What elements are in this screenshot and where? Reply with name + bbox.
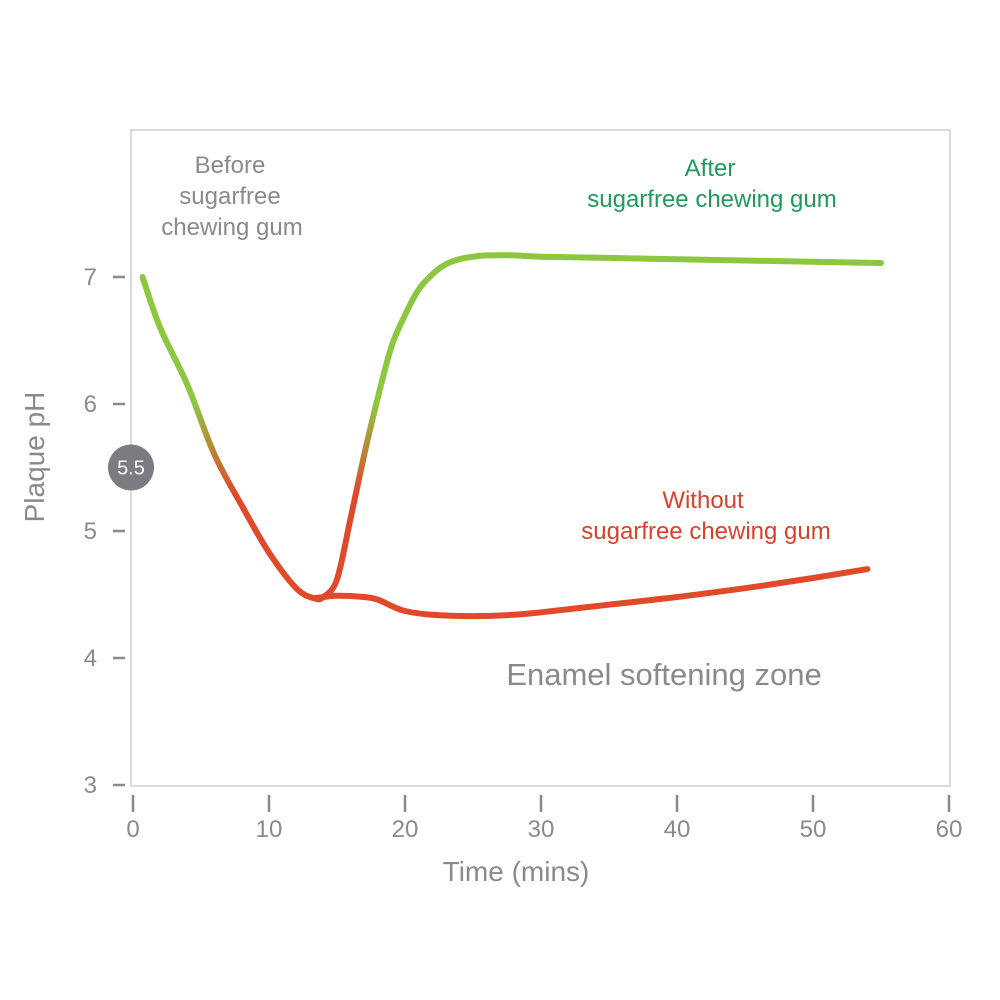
x-axis: 0 10 20 30 40 50 60	[126, 795, 962, 843]
x-tick-label: 10	[256, 816, 283, 843]
before-label-line-1: Before	[195, 152, 266, 179]
x-tick-label: 60	[936, 816, 963, 843]
after-label-line-1: After	[685, 155, 736, 182]
before-label-line-3: chewing gum	[161, 214, 302, 241]
x-tick-label: 40	[664, 816, 691, 843]
before-label-line-2: sugarfree	[179, 183, 280, 210]
enamel-softening-zone-label: Enamel softening zone	[506, 657, 821, 692]
y-axis-title: Plaque pH	[19, 392, 50, 523]
y-tick-label: 3	[84, 772, 97, 799]
y-tick-label: 5	[84, 518, 97, 545]
without-gum-line	[310, 566, 871, 620]
x-tick-label: 20	[392, 816, 419, 843]
x-tick-label: 50	[800, 816, 827, 843]
ph-5-5-marker: 5.5	[108, 444, 154, 491]
x-axis-title: Time (mins)	[443, 856, 590, 887]
y-tick-label: 7	[84, 264, 97, 291]
y-tick-label: 6	[84, 391, 97, 418]
without-label-line-2: sugarfree chewing gum	[581, 518, 830, 545]
y-tick-label: 4	[84, 645, 97, 672]
y-axis: 3 4 5 6 7	[84, 264, 125, 799]
x-tick-label: 0	[126, 816, 139, 843]
after-label-line-2: sugarfree chewing gum	[587, 186, 836, 213]
without-label-line-1: Without	[662, 487, 744, 514]
after-gum-line	[139, 252, 884, 603]
ph-5-5-label: 5.5	[117, 458, 145, 480]
x-tick-label: 30	[528, 816, 555, 843]
